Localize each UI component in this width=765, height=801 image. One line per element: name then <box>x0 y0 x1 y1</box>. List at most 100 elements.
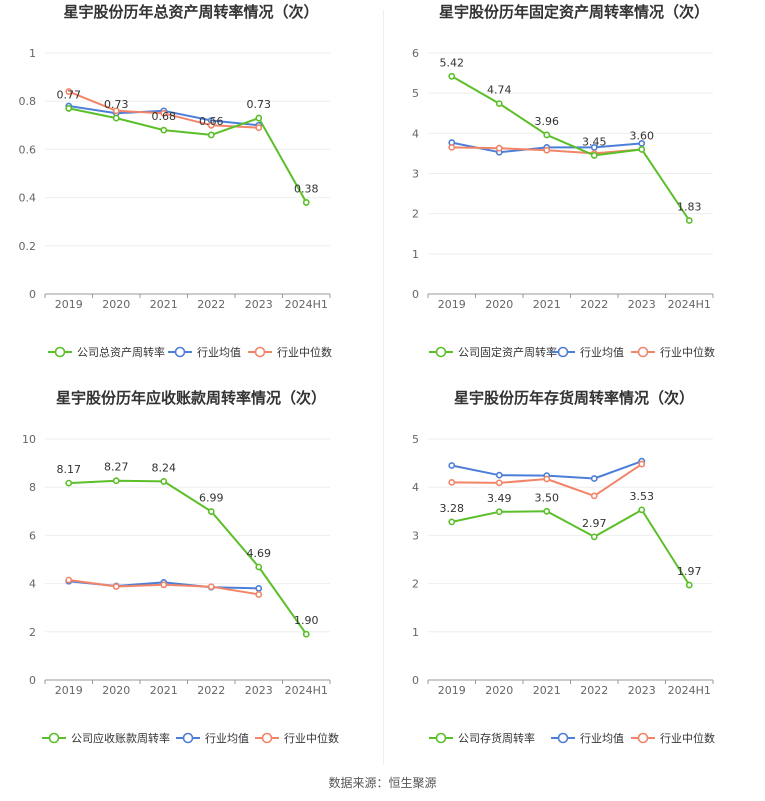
x-tick-label: 2024H1 <box>668 684 711 697</box>
data-point <box>207 131 215 139</box>
data-point <box>685 581 693 589</box>
data-point <box>112 114 120 122</box>
chart-svg: 星宇股份历年固定资产周转率情况（次） 0 1 2 3 4 5 6 2019 2020 2021 202… <box>412 3 715 359</box>
y-tick-label: 0.6 <box>19 143 37 156</box>
data-point <box>160 581 168 589</box>
data-label: 4.69 <box>247 547 272 560</box>
y-tick-label: 1 <box>29 47 36 60</box>
data-label: 8.27 <box>104 461 129 474</box>
data-point <box>112 477 120 485</box>
y-tick-label: 0 <box>412 674 419 687</box>
data-label: 3.53 <box>630 490 655 503</box>
legend-label: 公司应收账款周转率 <box>71 731 170 745</box>
data-point <box>638 506 646 514</box>
data-point <box>255 563 263 571</box>
data-point <box>255 585 263 592</box>
data-label: 3.49 <box>487 492 512 505</box>
data-point <box>448 143 456 151</box>
data-source-note: 数据来源：恒生聚源 <box>328 776 437 790</box>
data-point <box>543 131 551 139</box>
chart-title: 星宇股份历年总资产周转率情况（次） <box>63 3 318 21</box>
x-tick-label: 2020 <box>485 684 513 697</box>
y-tick-label: 2 <box>412 208 419 221</box>
chart-title: 星宇股份历年存货周转率情况（次） <box>454 389 694 407</box>
data-label: 1.97 <box>677 565 702 578</box>
data-point <box>448 462 456 469</box>
y-tick-label: 2 <box>412 578 419 591</box>
data-label: 0.68 <box>152 110 177 123</box>
data-point <box>638 145 646 153</box>
x-tick-label: 2021 <box>533 298 561 311</box>
y-tick-label: 0.4 <box>19 192 37 205</box>
data-point <box>160 109 168 117</box>
series-line <box>451 75 691 222</box>
y-tick-label: 0 <box>29 674 36 687</box>
chart-fixed-asset-turnover: 星宇股份历年固定资产周转率情况（次） 0 1 2 3 4 5 6 2019 2020 2021 202… <box>383 0 765 385</box>
data-label: 8.17 <box>57 463 82 476</box>
data-label: 3.28 <box>440 502 465 515</box>
data-point <box>160 126 168 134</box>
series-line <box>68 479 308 635</box>
data-label: 2.97 <box>582 517 607 530</box>
legend-label: 行业均值 <box>580 732 624 745</box>
x-tick-label: 2019 <box>55 298 83 311</box>
data-label: 5.42 <box>440 56 465 69</box>
y-tick-label: 6 <box>29 529 36 542</box>
data-label: 0.77 <box>57 88 82 101</box>
legend-swatch-marker <box>48 732 60 744</box>
chart-total-asset-turnover: 星宇股份历年总资产周转率情况（次） 0 0.2 0.4 0.6 0.8 1 2019 2020 2… <box>0 0 382 385</box>
data-label: 3.60 <box>630 129 655 142</box>
legend-swatch-marker <box>182 732 194 744</box>
data-point <box>590 492 598 500</box>
x-tick-label: 2020 <box>102 298 130 311</box>
x-tick-label: 2020 <box>485 298 513 311</box>
data-point <box>590 475 598 482</box>
data-label: 3.50 <box>535 491 560 504</box>
data-point <box>65 479 73 487</box>
x-tick-label: 2022 <box>197 684 225 697</box>
data-point <box>160 478 168 485</box>
data-point <box>543 146 551 154</box>
chart-inventory-turnover: 星宇股份历年存货周转率情况（次） 0 1 2 3 4 5 2019 2020 2021 2022 20… <box>383 386 765 771</box>
data-point <box>685 217 693 224</box>
data-point <box>590 152 598 159</box>
chart-title: 星宇股份历年应收账款周转率情况（次） <box>56 389 326 407</box>
data-point <box>207 508 215 515</box>
data-point <box>495 144 503 152</box>
data-point <box>590 533 598 541</box>
legend-swatch-marker <box>435 732 447 744</box>
y-tick-label: 6 <box>412 47 419 60</box>
x-tick-label: 2021 <box>533 684 561 697</box>
data-point <box>638 139 646 147</box>
data-point <box>255 124 263 132</box>
data-point <box>112 583 120 590</box>
panel-divider <box>383 10 384 765</box>
series-line <box>451 508 691 586</box>
legend-label: 行业中位数 <box>660 345 715 359</box>
data-point <box>448 478 456 486</box>
y-tick-label: 4 <box>412 481 419 494</box>
data-point <box>495 100 503 108</box>
legend-swatch-marker <box>254 346 266 358</box>
data-point <box>207 583 215 591</box>
data-label: 0.38 <box>294 182 319 195</box>
data-point <box>65 105 73 112</box>
legend-swatch-marker <box>174 346 186 358</box>
legend-label: 行业中位数 <box>277 345 332 359</box>
chart-receivables-turnover: 星宇股份历年应收账款周转率情况（次） 0 2 4 6 8 10 2019 2020 2021 202… <box>0 386 382 771</box>
legend-swatch-marker <box>637 732 649 744</box>
data-label: 8.24 <box>152 461 177 474</box>
legend-label: 公司总资产周转率 <box>77 345 165 359</box>
data-point <box>638 460 646 468</box>
y-tick-label: 4 <box>412 127 419 140</box>
x-tick-label: 2022 <box>197 298 225 311</box>
y-tick-label: 1 <box>412 626 419 639</box>
x-tick-label: 2024H1 <box>285 298 328 311</box>
data-point <box>543 475 551 483</box>
y-tick-label: 5 <box>412 433 419 446</box>
x-tick-label: 2024H1 <box>285 684 328 697</box>
y-tick-label: 8 <box>29 481 36 494</box>
data-label: 6.99 <box>199 492 224 505</box>
y-tick-label: 0.8 <box>19 95 37 108</box>
x-tick-label: 2019 <box>55 684 83 697</box>
